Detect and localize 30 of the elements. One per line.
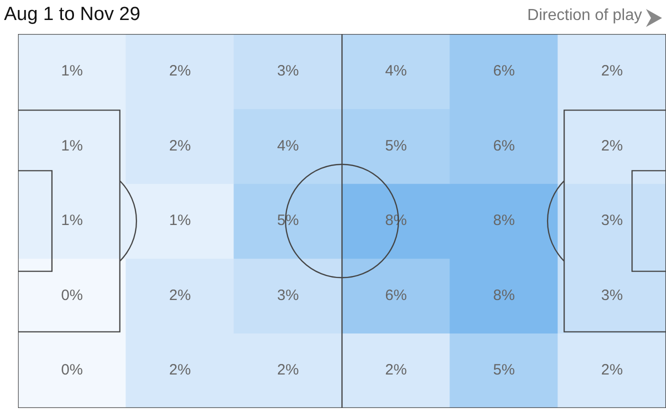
data-label: 8%: [493, 286, 515, 304]
data-label: 4%: [385, 62, 407, 80]
data-label: 6%: [493, 62, 515, 80]
data-label: 3%: [277, 286, 299, 304]
data-label: 2%: [601, 62, 623, 80]
data-label: 2%: [169, 137, 191, 154]
data-label: 3%: [601, 212, 623, 230]
data-label: 1%: [61, 212, 83, 230]
data-label: 2%: [169, 362, 191, 379]
data-label: 1%: [61, 137, 83, 154]
data-label: 2%: [601, 362, 623, 379]
data-label: 4%: [277, 137, 299, 154]
data-label: 6%: [385, 286, 407, 304]
data-label: 0%: [61, 286, 83, 304]
data-label: 5%: [493, 362, 515, 379]
data-label: 2%: [277, 362, 299, 379]
chart-title: Aug 1 to Nov 29: [4, 4, 140, 26]
data-label: 2%: [601, 137, 623, 154]
data-label: 1%: [169, 212, 191, 230]
data-label: 2%: [385, 362, 407, 379]
data-label: 1%: [61, 62, 83, 80]
data-label: 6%: [493, 137, 515, 154]
data-label: 5%: [385, 137, 407, 154]
data-label: 2%: [169, 286, 191, 304]
data-label: 3%: [277, 62, 299, 80]
text: Direction of play: [527, 7, 642, 25]
data-label: 2%: [169, 62, 191, 80]
data-label: 3%: [601, 286, 623, 304]
data-label: 8%: [493, 212, 515, 230]
data-label: 0%: [61, 362, 83, 379]
